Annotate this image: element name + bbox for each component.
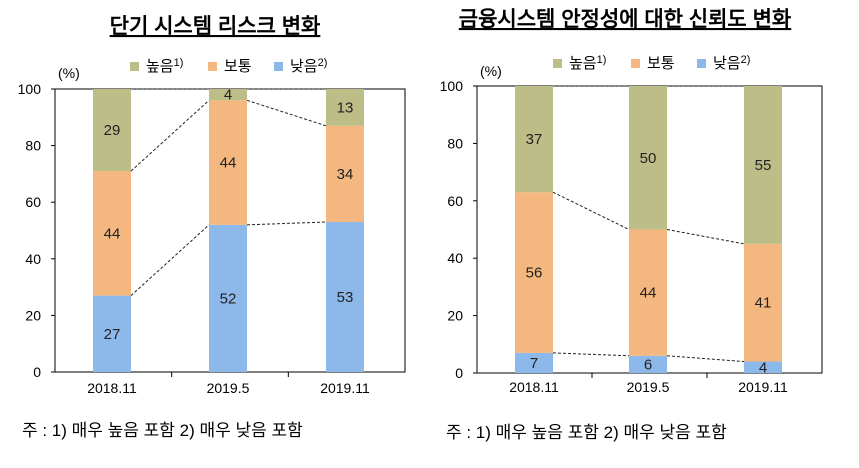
data-label: 44 xyxy=(640,285,657,302)
y-axis-label: (%) xyxy=(480,63,502,79)
connector-line xyxy=(130,224,210,296)
data-label: 50 xyxy=(640,150,657,167)
y-tick-label: 20 xyxy=(25,307,41,323)
data-label: 13 xyxy=(337,99,354,116)
y-tick-label: 0 xyxy=(33,364,41,380)
data-label: 53 xyxy=(337,289,354,306)
footnote: 주 : 1) 매우 높음 포함 2) 매우 낮음 포함 xyxy=(446,423,727,442)
y-tick-label: 60 xyxy=(25,194,41,210)
data-label: 55 xyxy=(755,157,772,174)
y-tick-label: 80 xyxy=(447,135,463,151)
legend-item: 낮음2) xyxy=(697,54,750,72)
chart-title: 금융시스템 안정성에 대한 신뢰도 변화 xyxy=(459,8,792,31)
x-tick-label: 2018.11 xyxy=(509,379,559,395)
data-label: 29 xyxy=(104,122,121,139)
data-label: 4 xyxy=(759,359,767,376)
bar-segment xyxy=(744,361,782,373)
data-label: 4 xyxy=(224,87,232,104)
bar-segment xyxy=(515,86,553,193)
connector-line xyxy=(246,99,327,127)
legend-swatch xyxy=(274,62,283,71)
footnote: 주 : 1) 매우 높음 포함 2) 매우 낮음 포함 xyxy=(22,421,303,440)
bar-segment xyxy=(326,89,364,126)
y-tick-label: 40 xyxy=(25,251,41,267)
bar-segment xyxy=(629,229,667,356)
y-tick-label: 20 xyxy=(447,308,463,324)
bar-segment xyxy=(744,86,782,244)
chart-2: 금융시스템 안정성에 대한 신뢰도 변화 (%) 높음1) 보통 낮음2) 0 20 40 60… xyxy=(440,8,823,442)
data-label: 27 xyxy=(104,326,121,343)
legend-item: 보통 xyxy=(208,58,252,75)
legend-swatch xyxy=(130,62,139,71)
legend-item: 높음1) xyxy=(130,57,183,75)
legend-label: 낮음2) xyxy=(290,57,327,75)
legend-item: 높음1) xyxy=(553,54,606,72)
x-tick-label: 2019.5 xyxy=(207,380,250,396)
data-label: 44 xyxy=(104,225,121,242)
bar-segment xyxy=(209,224,247,372)
x-tick-label: 2018.11 xyxy=(87,380,137,396)
chart-1: 단기 시스템 리스크 변화 (%) 높음1) 보통 낮음2) 0 20 40 60 80 100 27… xyxy=(18,15,406,440)
bar-segment xyxy=(93,171,131,296)
x-tick-label: 2019.5 xyxy=(627,379,670,395)
bar-segment xyxy=(326,125,364,223)
data-label: 6 xyxy=(644,356,652,373)
y-tick-label: 100 xyxy=(18,81,42,97)
bar-segment xyxy=(629,86,667,230)
bar-segment xyxy=(515,192,553,353)
connector-line xyxy=(246,221,327,226)
y-tick-label: 80 xyxy=(25,138,41,154)
legend-superscript: 2) xyxy=(741,54,751,66)
chart-title: 단기 시스템 리스크 변화 xyxy=(110,15,321,38)
data-label: 41 xyxy=(755,295,772,312)
legend-superscript: 1) xyxy=(597,54,607,66)
bar-segment xyxy=(629,355,667,373)
y-tick-label: 100 xyxy=(440,78,464,94)
legend-swatch xyxy=(631,59,640,68)
bar-segment xyxy=(209,89,247,101)
y-tick-label: 60 xyxy=(447,193,463,209)
legend-item: 보통 xyxy=(631,55,675,72)
bar-segment xyxy=(744,243,782,362)
data-label: 56 xyxy=(526,265,543,282)
y-axis-label: (%) xyxy=(58,65,80,81)
data-label: 34 xyxy=(337,166,354,183)
legend-item: 낮음2) xyxy=(274,57,327,75)
legend-swatch xyxy=(697,59,706,68)
legend-label: 높음1) xyxy=(569,54,606,72)
legend-swatch xyxy=(553,59,562,68)
connector-line xyxy=(552,191,630,230)
bar-segment xyxy=(93,295,131,372)
bar-segment xyxy=(93,89,131,172)
bar-segment xyxy=(326,222,364,372)
legend-label: 높음1) xyxy=(146,57,183,75)
connector-line xyxy=(666,229,745,245)
y-tick-label: 0 xyxy=(455,365,463,381)
connector-line xyxy=(666,355,745,363)
legend-label: 보통 xyxy=(224,58,252,75)
legend-superscript: 1) xyxy=(174,57,184,69)
y-tick-label: 40 xyxy=(447,250,463,266)
bar-segment xyxy=(515,352,553,373)
data-label: 52 xyxy=(220,290,237,307)
data-label: 7 xyxy=(530,355,538,372)
legend-label: 낮음2) xyxy=(713,54,750,72)
data-label: 44 xyxy=(220,155,237,172)
x-tick-label: 2019.11 xyxy=(738,379,788,395)
x-tick-label: 2019.11 xyxy=(320,380,370,396)
data-label: 37 xyxy=(526,131,543,148)
legend-label: 보통 xyxy=(647,55,675,72)
connector-line xyxy=(552,352,630,357)
bar-segment xyxy=(209,100,247,225)
connector-line xyxy=(130,99,210,172)
legend-superscript: 2) xyxy=(318,57,328,69)
legend-swatch xyxy=(208,62,217,71)
